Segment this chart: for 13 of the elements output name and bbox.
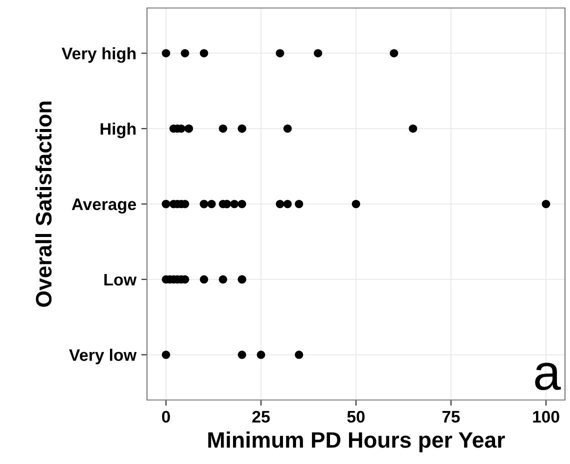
- x-tick-label: 0: [162, 410, 170, 423]
- y-axis-title: Overall Satisfaction: [35, 102, 52, 307]
- x-tick-label: 100: [533, 410, 560, 423]
- annotation: a: [535, 362, 561, 390]
- x-axis-title: Minimum PD Hours per Year: [208, 432, 505, 452]
- x-tick-label: 25: [252, 410, 270, 423]
- x-tick-label: 75: [442, 411, 460, 423]
- x-tick-label: 50: [347, 410, 365, 423]
- y-tick-label: Very low: [69, 348, 137, 364]
- y-tick-label: Very high: [62, 47, 136, 63]
- y-tick-label: High: [100, 122, 136, 138]
- y-tick-label: Low: [104, 274, 137, 286]
- y-tick-label: Average: [72, 198, 136, 214]
